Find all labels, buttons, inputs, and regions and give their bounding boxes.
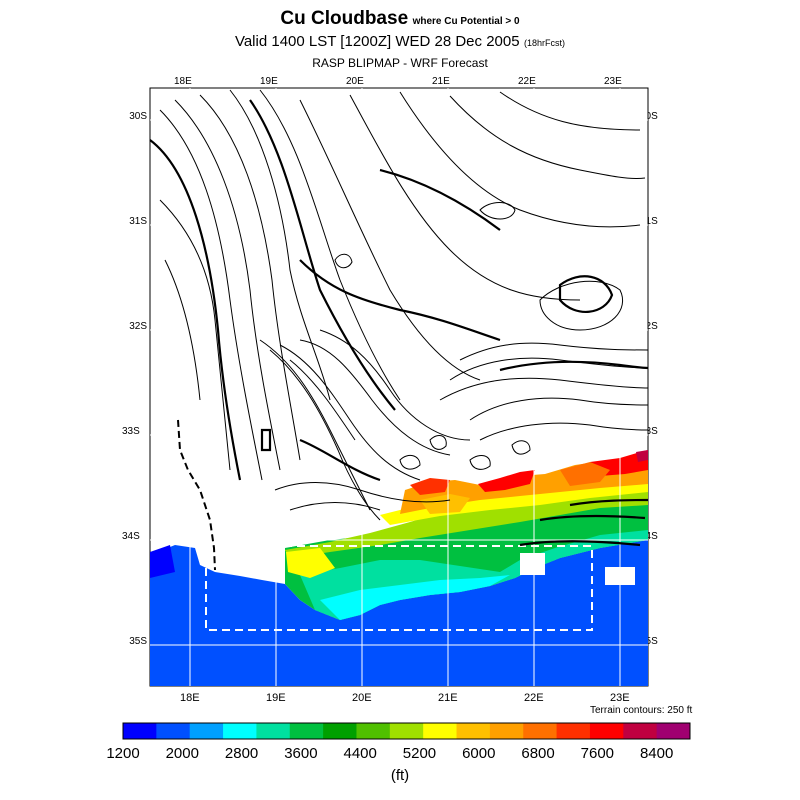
lat-tick-label-left: 35S	[129, 636, 147, 647]
lon-tick-label-bottom: 21E	[438, 692, 458, 704]
colorbar-tick-label: 6800	[521, 745, 554, 762]
lat-tick-label-right: 33S	[640, 426, 658, 437]
colorbar-cell	[523, 723, 558, 739]
chart-title: Cu Cloudbase	[280, 8, 409, 29]
colorbar-cell	[423, 723, 458, 739]
deep-ocean-patch	[150, 545, 175, 578]
colorbar-labels: 1200 2000 2800 3600 4400 5200 6000 6800 7600 8400	[106, 745, 673, 762]
colorbar-cell	[389, 723, 424, 739]
coastline	[177, 419, 216, 571]
lat-tick-label-left: 31S	[129, 216, 147, 227]
colorbar-cell	[356, 723, 391, 739]
lon-tick-label-bottom: 22E	[524, 692, 544, 704]
colorbar-unit: (ft)	[390, 767, 410, 784]
lon-tick-label-top: 18E	[174, 76, 192, 87]
colorbar	[122, 722, 691, 740]
peak-crimson	[636, 450, 648, 462]
terrain-contours	[159, 89, 649, 521]
no-data-patch-2	[520, 553, 545, 575]
inner-domain-box	[205, 545, 593, 631]
valid-time-row: Valid 1400 LST [1200Z] WED 28 Dec 2005 (…	[0, 33, 800, 51]
lon-tick-label-top: 22E	[518, 76, 536, 87]
terrain-contours-major	[149, 99, 649, 547]
lon-tick-label-bottom: 19E	[266, 692, 286, 704]
chart-title-note: where Cu Potential > 0	[412, 16, 520, 27]
lon-tick-label-bottom: 23E	[610, 692, 630, 704]
ocean-region	[150, 540, 648, 686]
colorbar-tick-label: 2800	[225, 745, 258, 762]
colorbar-cell	[189, 723, 224, 739]
colorbar-cell	[456, 723, 491, 739]
valid-time: Valid 1400 LST [1200Z] WED 28 Dec 2005	[234, 33, 520, 50]
lat-tick-label-left: 30S	[129, 111, 147, 122]
colorbar-cell	[489, 723, 524, 739]
lat-tick-label-right: 30S	[640, 111, 658, 122]
lon-tick-label-top: 19E	[260, 76, 278, 87]
inland-amber	[420, 494, 470, 514]
colorbar-cell	[556, 723, 591, 739]
colorbar-tick-label: 7600	[581, 745, 614, 762]
model-name: RASP BLIPMAP - WRF Forecast	[312, 56, 488, 70]
lat-tick-label-right: 34S	[640, 531, 658, 542]
red-peak-1	[410, 478, 450, 495]
colorbar-tick-label: 3600	[284, 745, 317, 762]
lat-tick-label-left: 34S	[122, 531, 140, 542]
colorbar-cell	[123, 723, 157, 739]
colorbar-tick-label: 1200	[106, 745, 139, 762]
lat-tick-label-right: 32S	[640, 321, 658, 332]
colorbar-tick-label: 8400	[640, 745, 673, 762]
colorbar-frame	[122, 722, 691, 740]
terrain-contours-note: Terrain contours: 250 ft	[590, 705, 693, 716]
lat-tick-label-right: 35S	[640, 636, 658, 647]
inland-yellow-2	[380, 482, 648, 525]
lon-tick-label-top: 20E	[346, 76, 364, 87]
inland-yellow	[286, 548, 335, 578]
graticule	[150, 88, 648, 686]
red-peak-2	[478, 470, 535, 492]
lat-tick-label-right: 31S	[640, 216, 658, 227]
lon-tick-label-top: 23E	[604, 76, 622, 87]
lon-tick-label-bottom: 18E	[180, 692, 200, 704]
colorbar-cell	[223, 723, 257, 739]
colorbar-cell	[256, 723, 291, 739]
lon-tick-label-bottom: 20E	[352, 692, 372, 704]
east-high-zone	[560, 462, 610, 486]
colorbar-cell	[156, 723, 191, 739]
colorbar-cell	[589, 723, 624, 739]
lat-tick-label-left: 33S	[122, 426, 140, 437]
colorbar-tick-label: 4400	[343, 745, 376, 762]
lon-tick-label-top: 21E	[432, 76, 450, 87]
colorbar-tick-label: 5200	[403, 745, 436, 762]
coast-cyan	[320, 575, 510, 620]
chart-title-row: Cu Cloudbase where Cu Potential > 0	[0, 8, 800, 30]
colorbar-cell	[656, 723, 691, 739]
colorbar-tick-label: 2000	[166, 745, 199, 762]
colorbar-cell	[623, 723, 658, 739]
colorbar-cell	[289, 723, 324, 739]
colorbar-cell	[323, 723, 357, 739]
lat-tick-label-left: 32S	[129, 321, 147, 332]
colorbar-tick-label: 6000	[462, 745, 495, 762]
forecast-hour: (18hrFcst)	[524, 38, 566, 48]
